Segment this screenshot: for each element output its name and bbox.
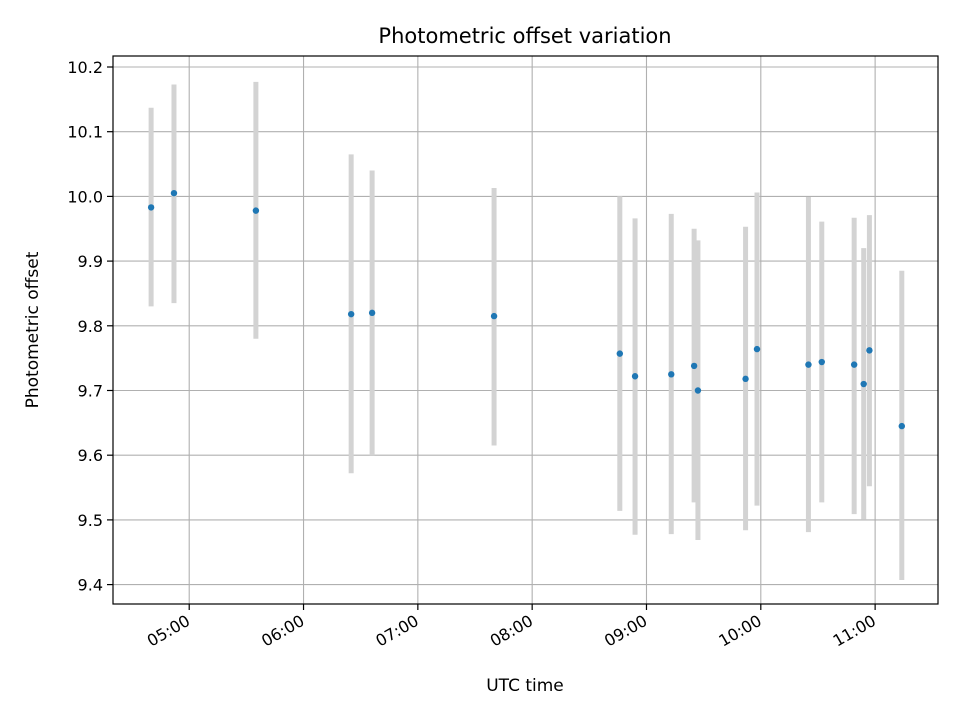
y-tick-label: 9.9 [78, 252, 103, 271]
data-point [742, 375, 749, 383]
data-point [866, 347, 873, 354]
grid [113, 56, 938, 604]
data-point [694, 387, 702, 394]
data-point [147, 204, 155, 211]
y-tick-label: 10.1 [67, 123, 103, 142]
data-point [668, 371, 675, 378]
data-point [690, 362, 698, 370]
y-tick-label: 9.4 [78, 576, 103, 595]
data-point [753, 345, 761, 353]
y-tick-label: 9.7 [78, 381, 103, 400]
y-tick-label: 9.6 [78, 446, 103, 465]
x-axis-label: UTC time [486, 676, 564, 696]
data-point [850, 361, 858, 368]
data-point [252, 207, 260, 214]
markers [147, 189, 905, 430]
y-axis-label: Photometric offset [23, 251, 43, 408]
y-tick-label: 10.0 [67, 187, 103, 206]
y-tick-label: 9.5 [78, 511, 103, 530]
data-point [860, 380, 867, 388]
y-tick-label: 10.2 [67, 58, 103, 77]
data-point [368, 309, 376, 317]
data-point [490, 312, 498, 320]
y-axis-ticks: 9.4 9.5 9.6 9.7 9.8 9.9 10.0 10.1 10.2 [67, 58, 113, 595]
data-point [631, 373, 639, 380]
data-point [805, 361, 812, 368]
plot-frame [112, 55, 939, 605]
data-point [898, 422, 905, 430]
data-point [347, 310, 355, 318]
data-point [616, 350, 624, 357]
data-point [818, 358, 825, 366]
data-point [170, 189, 178, 197]
chart-title: Photometric offset variation [378, 24, 671, 48]
y-tick-label: 9.8 [78, 317, 103, 336]
